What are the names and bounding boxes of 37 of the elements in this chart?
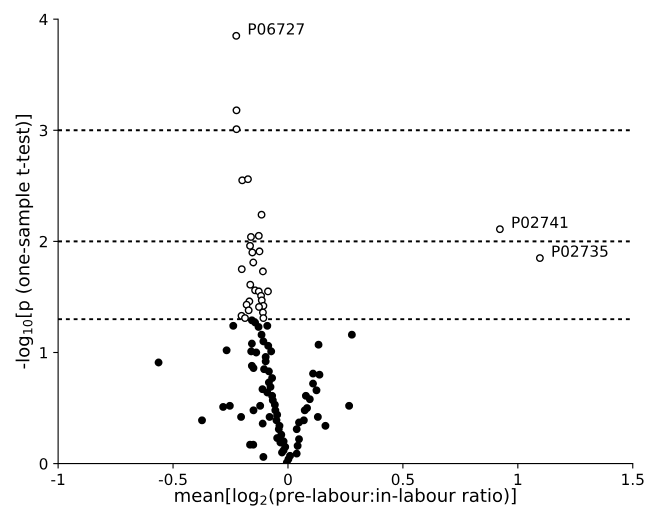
point	[247, 232, 255, 241]
point	[246, 242, 254, 250]
point	[254, 232, 263, 240]
point	[241, 314, 249, 322]
y-tick-label: 0	[40, 458, 48, 470]
x-tick-label: 1	[514, 474, 522, 485]
point	[244, 306, 253, 314]
x-tick-label: 0	[284, 474, 292, 486]
annotation: P02741	[512, 216, 568, 228]
point	[496, 225, 504, 234]
point	[256, 247, 264, 256]
point	[246, 280, 254, 289]
y-tick-label: 2	[40, 236, 47, 248]
x-tick-label: 1.5	[622, 474, 644, 486]
point	[248, 248, 256, 256]
point	[259, 314, 268, 322]
y-tick-label: 3	[40, 124, 48, 136]
x-tick-label: 0.5	[392, 474, 414, 486]
point	[232, 106, 240, 114]
x-tick-label: -0.5	[158, 474, 187, 486]
point	[232, 32, 240, 40]
y-tick-label: 4	[39, 14, 48, 25]
point	[249, 258, 258, 266]
y-tick-label: 1	[40, 347, 47, 358]
point	[232, 125, 240, 134]
annotation: P02735	[552, 245, 608, 257]
point	[264, 287, 272, 296]
point	[244, 175, 252, 184]
point	[536, 254, 544, 262]
x-tick-label: -1	[51, 474, 64, 485]
y-axis-title: -log$_{10}$[p (one-sample t-test)]	[16, 115, 34, 369]
x-axis-title: mean[log$_{2}$(pre-labour:in-labour ratio)]	[175, 488, 516, 506]
point	[258, 210, 266, 219]
point	[238, 265, 246, 274]
annotation: P06727	[248, 23, 304, 35]
point	[255, 302, 263, 311]
point	[258, 267, 267, 276]
